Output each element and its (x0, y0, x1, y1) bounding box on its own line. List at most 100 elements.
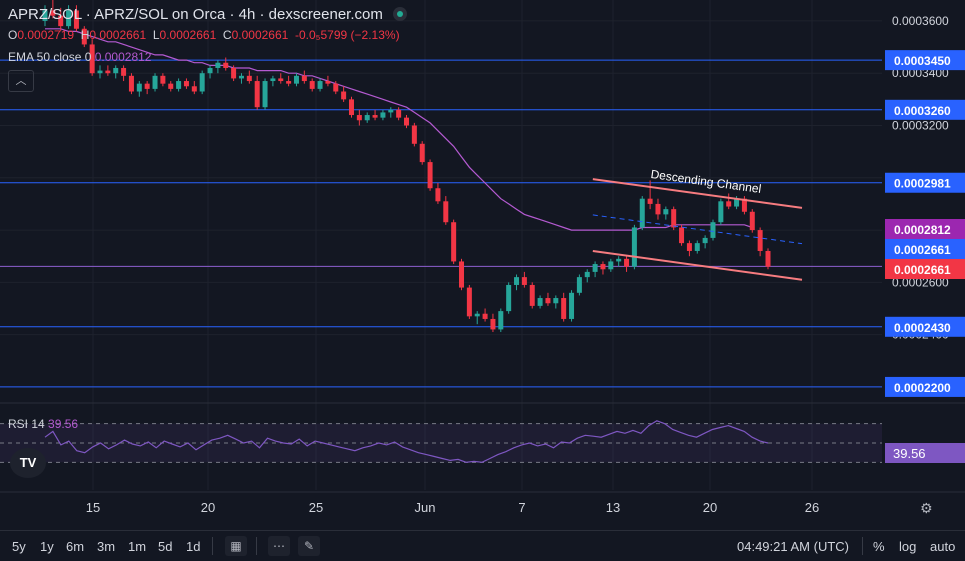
close-value: 0.0002661 (231, 28, 289, 42)
range-1y[interactable]: 1y (40, 539, 54, 554)
candle-body (278, 78, 284, 82)
pencil-icon[interactable]: ✎ (298, 536, 320, 556)
percent-toggle[interactable]: % (873, 539, 885, 554)
candle-body (647, 198, 653, 204)
candle-body (309, 81, 315, 89)
candle-body (498, 311, 504, 330)
level-badge-label: 0.0003450 (894, 54, 951, 68)
candle-body (514, 277, 520, 285)
calendar-icon[interactable]: ▦ (225, 536, 247, 556)
candle-body (741, 198, 747, 212)
candle-body (42, 10, 48, 21)
candle-body (624, 258, 630, 267)
candle-body (584, 271, 590, 278)
candle-body (765, 250, 771, 267)
level-badge-label: 0.0002981 (894, 177, 951, 191)
candle-body (671, 209, 677, 228)
price-badge-label: 0.0002812 (894, 223, 951, 237)
candle-body (396, 109, 402, 118)
candle-body (348, 99, 354, 116)
ema-value: 0.0002812 (94, 50, 152, 64)
candle-body (749, 211, 755, 231)
x-tick-label: 25 (309, 500, 323, 515)
candle-body (506, 284, 512, 312)
range-1m[interactable]: 1m (128, 539, 147, 554)
range-3m[interactable]: 3m (97, 539, 116, 554)
cursor-icon[interactable]: ⋯ (268, 536, 290, 556)
rsi-label-text: RSI 14 (8, 417, 45, 431)
candle-body (89, 44, 95, 74)
y-tick-label: 0.0003200 (892, 118, 949, 132)
log-toggle[interactable]: log (899, 539, 917, 554)
candle-body (427, 162, 433, 189)
candle-body (231, 67, 237, 79)
candle-body (341, 91, 347, 100)
x-tick-label: 7 (518, 500, 525, 515)
candle-body (663, 209, 669, 215)
candle-body (443, 201, 449, 223)
candle-body (223, 62, 229, 68)
candle-body (419, 143, 425, 163)
candle-body (576, 277, 582, 293)
price-chart[interactable]: Descending Channel0.00036000.00034000.00… (0, 0, 965, 530)
level-badge (885, 99, 965, 120)
rsi-value: 39.56 (48, 417, 79, 431)
rsi-badge-label: 39.56 (893, 446, 926, 461)
level-badge-label: 0.0002430 (894, 321, 951, 335)
candle-body (301, 75, 307, 82)
candle-body (639, 198, 645, 228)
candle-body (435, 188, 441, 202)
price-badge (885, 219, 965, 239)
candle-body (616, 258, 622, 262)
candle-body (191, 86, 197, 92)
market-open-icon (392, 7, 407, 21)
candle-body (168, 83, 174, 89)
candle-body (73, 10, 79, 29)
ema-legend[interactable]: EMA 50 close 0 0.0002812 (8, 50, 151, 64)
ema-label: EMA 50 close 0 (8, 50, 92, 64)
candle-body (679, 227, 685, 244)
candle-body (176, 81, 182, 89)
candle-body (459, 261, 465, 288)
candle-body (238, 75, 244, 79)
range-6m[interactable]: 6m (66, 539, 85, 554)
candles-group (42, 0, 771, 333)
utc-clock[interactable]: 04:49:21 AM (UTC) (737, 539, 849, 554)
chevron-up-icon: ︿ (15, 75, 27, 87)
range-5y[interactable]: 5y (12, 539, 26, 554)
candle-body (734, 198, 740, 207)
candle-body (183, 81, 189, 87)
toolbar-divider (256, 537, 257, 555)
candle-body (474, 313, 480, 317)
tradingview-logo[interactable]: TV (10, 448, 46, 478)
y-tick-label: 0.0003600 (892, 14, 949, 28)
range-5d[interactable]: 5d (158, 539, 173, 554)
candle-body (529, 284, 535, 306)
candle-body (136, 83, 142, 92)
candle-body (380, 112, 386, 118)
candle-body (545, 298, 551, 304)
candle-body (199, 73, 205, 92)
logo-text: TV (19, 455, 37, 470)
candle-body (608, 261, 614, 270)
rsi-legend[interactable]: RSI 14 39.56 (8, 417, 78, 431)
price-badge-label: 0.0002661 (894, 243, 951, 257)
candle-body (113, 67, 119, 74)
candle-body (121, 67, 127, 76)
x-tick-label: 20 (703, 500, 717, 515)
candle-body (364, 115, 370, 121)
candle-body (655, 203, 661, 215)
gear-icon[interactable]: ⚙ (920, 500, 933, 516)
candle-body (631, 227, 637, 267)
candle-body (451, 222, 457, 262)
range-1d[interactable]: 1d (186, 539, 201, 554)
low-key: L (152, 28, 160, 42)
candle-body (160, 75, 166, 84)
candle-body (702, 237, 708, 244)
collapse-legend-button[interactable]: ︿ (8, 70, 34, 92)
candle-body (466, 287, 472, 317)
level-badge-label: 0.0002200 (894, 381, 951, 395)
auto-toggle[interactable]: auto (930, 539, 956, 554)
candle-body (254, 81, 260, 108)
candle-body (293, 75, 299, 84)
